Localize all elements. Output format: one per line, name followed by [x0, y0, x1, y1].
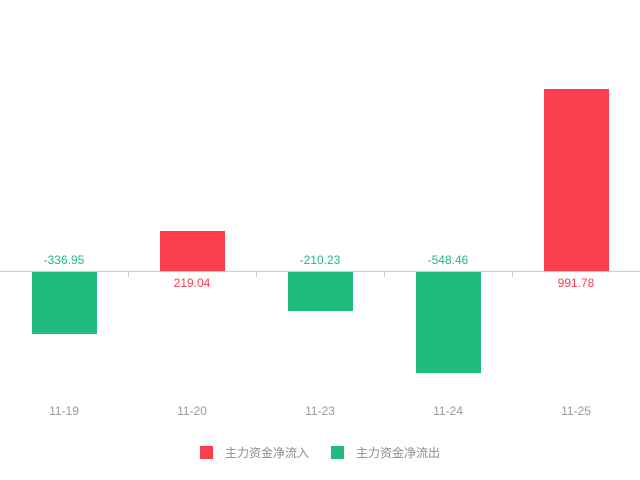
value-label-11-20: 219.04: [173, 276, 211, 290]
value-label-11-23: -210.23: [299, 253, 341, 267]
legend-label: 主力资金净流入: [224, 446, 309, 460]
x-axis-tick: [256, 272, 257, 277]
legend: 主力资金净流入 主力资金净流出: [0, 444, 640, 461]
x-axis-label-11-20: 11-20: [177, 404, 207, 418]
legend-swatch-icon: [199, 446, 213, 459]
value-label-11-25: 991.78: [557, 276, 595, 290]
x-axis-label-11-25: 11-25: [561, 404, 591, 418]
x-axis-tick: [128, 272, 129, 277]
legend-item-1[interactable]: 主力资金净流出: [331, 444, 440, 461]
x-axis-line: [0, 271, 640, 272]
x-axis-label-11-19: 11-19: [49, 404, 79, 418]
value-label-11-19: -336.95: [43, 253, 85, 267]
x-axis-label-11-24: 11-24: [433, 404, 463, 418]
bar-11-25[interactable]: [544, 89, 609, 271]
x-axis-tick: [384, 272, 385, 277]
bar-11-23[interactable]: [288, 272, 353, 311]
bar-11-24[interactable]: [416, 272, 481, 373]
legend-item-0[interactable]: 主力资金净流入: [199, 444, 309, 461]
legend-label: 主力资金净流出: [356, 446, 441, 460]
plot-area: -336.95 11-19 219.04 11-20 -210.23 11-23 -548.…: [0, 89, 640, 418]
bar-11-20[interactable]: [160, 231, 225, 271]
x-axis-label-11-23: 11-23: [305, 404, 335, 418]
value-label-11-24: -548.46: [427, 253, 469, 267]
bar-11-19[interactable]: [32, 272, 97, 334]
x-axis-tick: [512, 272, 513, 277]
legend-swatch-icon: [331, 446, 344, 459]
